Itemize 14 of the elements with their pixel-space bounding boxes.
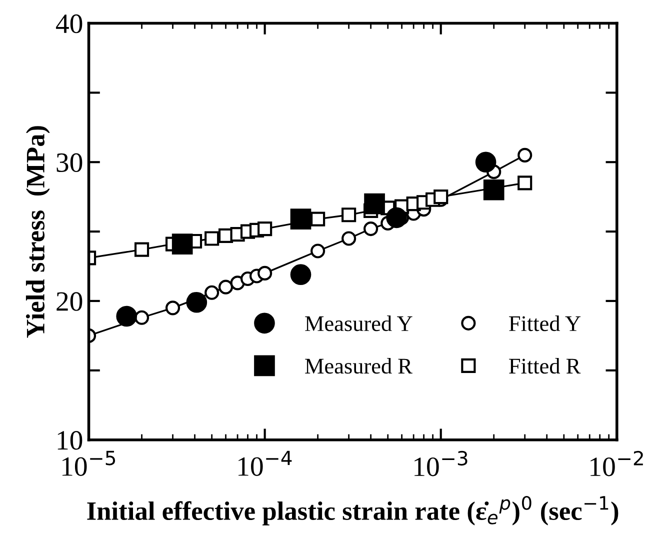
legend-label: Fitted Y <box>509 316 580 332</box>
legend-label: Measured Y <box>305 316 412 332</box>
legend-label: Measured R <box>305 358 412 374</box>
x-tick-label: 10$^{−4}$ <box>238 450 292 476</box>
y-axis-title: Yield stress (MPa) <box>26 126 50 338</box>
y-tick-label: 30 <box>56 153 82 172</box>
x-axis-title: Initial effective plastic strain rate (ε̇$_{e}$$^{p}$)$^{0}$ (sec$^{−1}$) <box>87 496 618 526</box>
x-tick-label: 10$^{−3}$ <box>414 450 468 476</box>
y-tick-label: 10 <box>58 431 82 450</box>
legend-label: Fitted R <box>509 358 581 374</box>
x-tick-label: 10$^{−2}$ <box>590 450 643 476</box>
y-tick-label: 20 <box>56 292 82 311</box>
x-tick-label: 10$^{−5}$ <box>62 450 116 476</box>
y-tick-label: 40 <box>56 14 82 34</box>
